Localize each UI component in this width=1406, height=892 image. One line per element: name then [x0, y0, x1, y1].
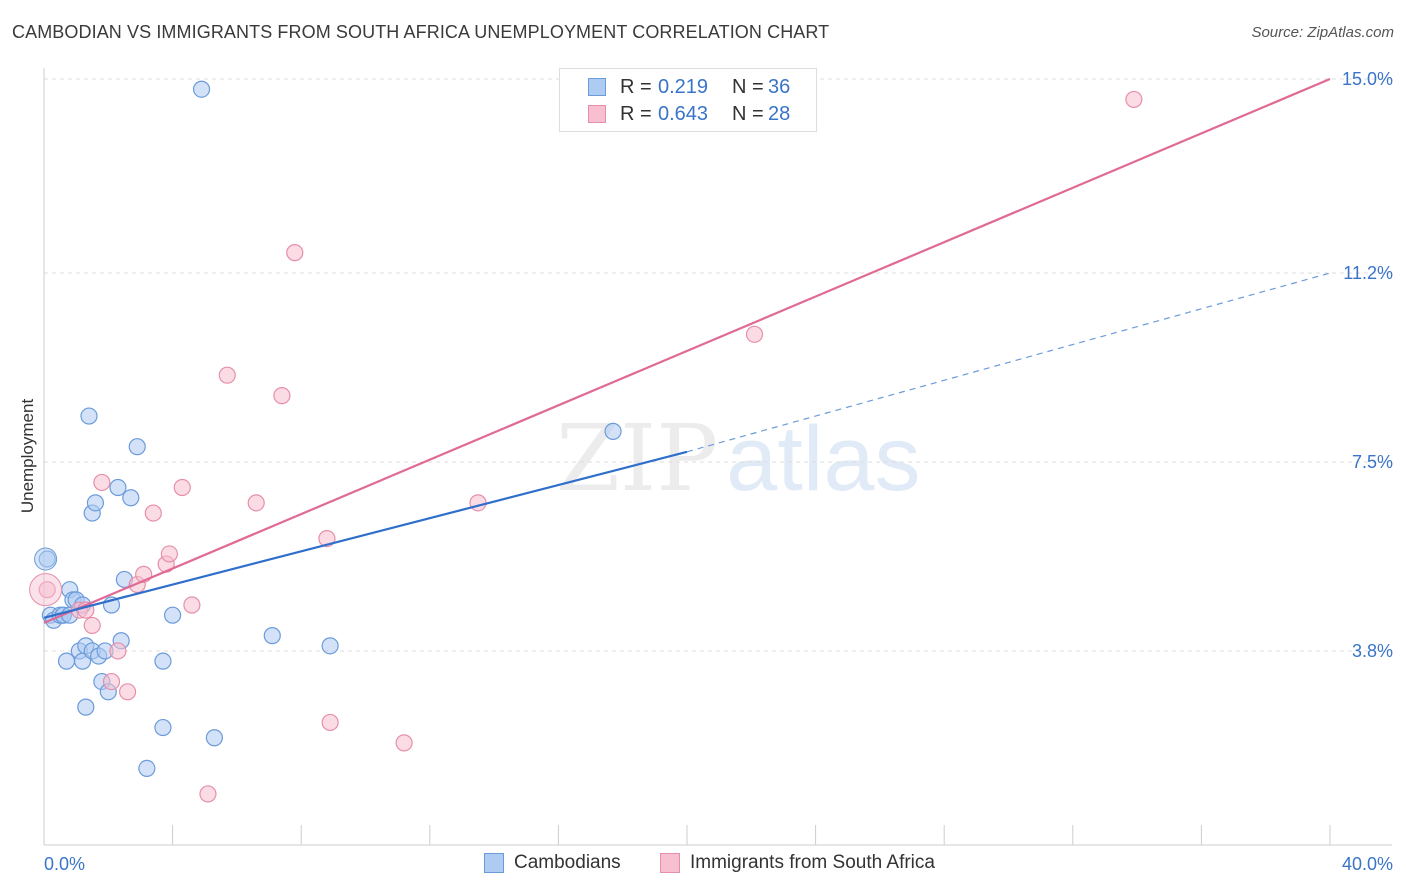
legend-r-value: 0.219 — [658, 75, 709, 98]
watermark-zip: ZIP — [556, 405, 719, 512]
cambodian-point — [604, 422, 622, 440]
south-africa-point — [247, 494, 265, 512]
south-africa-point — [144, 504, 162, 522]
legend-label-cambodians: Cambodians — [514, 852, 621, 873]
correlation-legend: R = 0.219 N = 36 R = 0.643 N = 28 — [559, 68, 817, 132]
south-africa-point — [1125, 90, 1143, 109]
legend-r-label: R = — [620, 75, 652, 98]
y-tick-label: 7.5% — [1352, 452, 1393, 472]
legend-swatch-pink — [588, 105, 606, 123]
legend-row-cambodians: R = 0.219 N = 36 — [588, 74, 790, 100]
south-africa-point — [160, 545, 178, 563]
cambodian-point — [138, 759, 156, 778]
south-africa-point — [38, 581, 56, 599]
south-africa-point — [199, 785, 217, 803]
cambodian-point — [192, 80, 211, 98]
legend-r-value: 0.643 — [658, 102, 709, 125]
x-min-label: 0.0% — [44, 854, 85, 874]
south-africa-point — [273, 387, 291, 405]
south-africa-point — [321, 713, 339, 732]
y-axis-label: Unemployment — [18, 398, 37, 514]
legend-row-south-africa: R = 0.643 N = 28 — [588, 101, 790, 127]
legend-n-value: 28 — [768, 102, 791, 125]
y-tick-label: 3.8% — [1352, 641, 1393, 661]
chart-title: CAMBODIAN VS IMMIGRANTS FROM SOUTH AFRIC… — [12, 22, 830, 42]
cambodian-point — [154, 718, 172, 737]
south-africa-point — [469, 494, 487, 512]
cambodian-point — [86, 494, 105, 512]
cambodian-trendline — [43, 450, 688, 619]
south-africa-point — [183, 596, 201, 614]
y-tick-label: 15.0% — [1342, 69, 1393, 89]
south-africa-point — [29, 573, 63, 607]
legend-swatch-blue — [484, 853, 504, 873]
legend-r-label: R = — [620, 102, 652, 125]
south-africa-point — [102, 672, 121, 691]
cambodian-point — [154, 652, 172, 670]
cambodian-point — [263, 627, 281, 645]
legend-label-south-africa: Immigrants from South Africa — [690, 852, 935, 873]
south-africa-point — [83, 616, 101, 635]
south-africa-point — [218, 366, 236, 384]
south-africa-point — [109, 642, 127, 660]
legend-swatch-pink — [660, 853, 680, 873]
series-legend: Cambodians Immigrants from South Africa — [0, 852, 1406, 878]
south-africa-trendline — [43, 77, 1331, 624]
y-tick-label: 11.2% — [1343, 263, 1393, 283]
south-africa-point — [93, 473, 111, 492]
south-africa-point — [395, 734, 413, 752]
cambodian-point — [128, 438, 146, 456]
x-max-label: 40.0% — [1342, 854, 1393, 874]
cambodian-point — [57, 652, 76, 670]
cambodian-point — [321, 637, 339, 655]
south-africa-point — [173, 478, 191, 497]
cambodian-point — [77, 698, 95, 716]
watermark: ZIPatlas — [556, 405, 921, 512]
cambodian-point — [34, 547, 58, 571]
legend-n-label: N = — [732, 102, 764, 125]
cambodian-point — [80, 407, 98, 425]
south-africa-point — [286, 244, 304, 262]
legend-swatch-blue — [588, 78, 606, 96]
legend-item-cambodians: Cambodians — [484, 852, 621, 874]
legend-n-label: N = — [732, 75, 764, 98]
south-africa-point — [118, 683, 137, 701]
cambodian-point — [109, 478, 127, 497]
cambodian-point — [164, 606, 182, 624]
cambodian-trendline-extension — [686, 272, 1331, 453]
cambodian-point — [205, 729, 223, 747]
legend-n-value: 36 — [768, 75, 791, 98]
watermark-atlas: atlas — [726, 408, 921, 510]
south-africa-point — [745, 325, 764, 343]
source-label: Source: ZipAtlas.com — [1251, 24, 1394, 41]
legend-item-south-africa: Immigrants from South Africa — [660, 852, 935, 874]
cambodian-point — [122, 489, 140, 507]
